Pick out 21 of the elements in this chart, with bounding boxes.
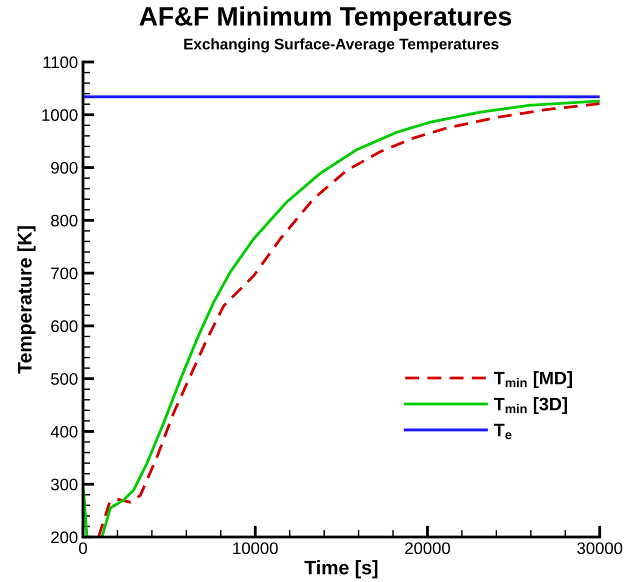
y-tick-label: 900 — [51, 162, 78, 174]
y-tick-label: 500 — [51, 373, 78, 385]
y-tick-label: 300 — [50, 478, 78, 490]
legend-label: T$_{min}$ [3D] — [494, 397, 567, 414]
y-tick-label: 400 — [50, 426, 78, 438]
y-tick-label: 1000 — [42, 109, 78, 121]
x-tick-label: 0 — [79, 542, 87, 554]
y-tick-label: 1100 — [44, 56, 78, 68]
y-axis-title: Temperature [K] — [17, 226, 36, 374]
y-tick-label: 200 — [51, 531, 78, 544]
y-tick-label: 800 — [51, 214, 78, 227]
legend-label: T$_{e}$ — [494, 424, 512, 440]
y-tick-label: 600 — [51, 320, 78, 332]
chart-subtitle: Exchanging Surface-Average Temperatures — [184, 38, 498, 53]
legend-label: T$_{min}$ [MD] — [494, 371, 572, 388]
y-tick-label: 700 — [51, 268, 78, 280]
chart-title: AF&F Minimum Temperatures — [139, 6, 512, 31]
x-tick-label: 30000 — [577, 542, 622, 554]
x-tick-label: 20000 — [405, 542, 450, 554]
x-axis-title: Time [s] — [304, 560, 378, 578]
x-tick-label: 10000 — [233, 542, 278, 554]
